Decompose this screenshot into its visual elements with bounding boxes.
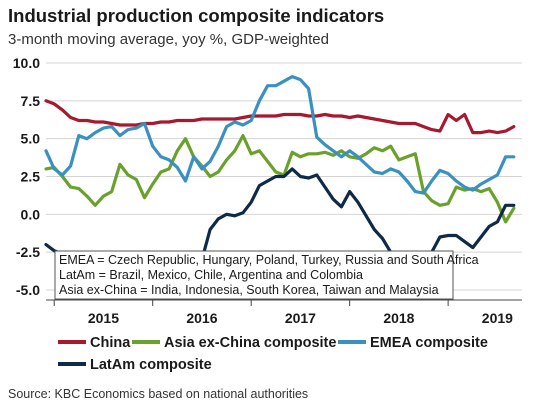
x-tick-label: 2017 bbox=[285, 310, 316, 326]
footnote-box: EMEA = Czech Republic, Hungary, Poland, … bbox=[54, 250, 479, 300]
legend: China Asia ex-China composite EMEA compo… bbox=[58, 335, 488, 373]
y-tick-label: 10.0 bbox=[13, 55, 40, 71]
legend-label-emea: EMEA composite bbox=[370, 335, 488, 351]
y-axis-ticks: 10.0 7.5 5.0 2.5 0.0 -2.5 -5.0 bbox=[13, 55, 40, 298]
note-emea: EMEA = Czech Republic, Hungary, Poland, … bbox=[59, 253, 479, 267]
y-tick-label: 2.5 bbox=[21, 169, 41, 185]
legend-label-latam: LatAm composite bbox=[90, 357, 212, 373]
series-line-emea bbox=[44, 74, 516, 195]
note-latam: LatAm = Brazil, Mexico, Chile, Argentina… bbox=[59, 268, 363, 282]
series-line-china bbox=[44, 99, 516, 135]
x-tick-label: 2019 bbox=[482, 310, 513, 326]
y-tick-label: 5.0 bbox=[21, 131, 41, 147]
chart-title: Industrial production composite indicato… bbox=[8, 5, 384, 26]
legend-label-china: China bbox=[90, 335, 131, 351]
x-axis-ticks: 2015 2016 2017 2018 2019 bbox=[46, 299, 522, 326]
x-tick-label: 2018 bbox=[383, 310, 414, 326]
y-tick-label: -2.5 bbox=[16, 244, 40, 260]
y-tick-label: 0.0 bbox=[21, 206, 41, 222]
note-asia: Asia ex-China = India, Indonesia, South … bbox=[59, 283, 439, 297]
y-tick-label: -5.0 bbox=[16, 282, 40, 298]
chart-subtitle: 3-month moving average, yoy %, GDP-weigh… bbox=[8, 31, 329, 48]
source-note: Source: KBC Economics based on national … bbox=[8, 387, 308, 401]
footnote-box-frame bbox=[54, 250, 454, 300]
x-tick-label: 2016 bbox=[186, 310, 217, 326]
legend-label-asia: Asia ex-China composite bbox=[164, 335, 336, 351]
series-line-asia-ex-china bbox=[44, 134, 516, 224]
y-tick-label: 7.5 bbox=[21, 93, 41, 109]
x-tick-label: 2015 bbox=[88, 310, 119, 326]
